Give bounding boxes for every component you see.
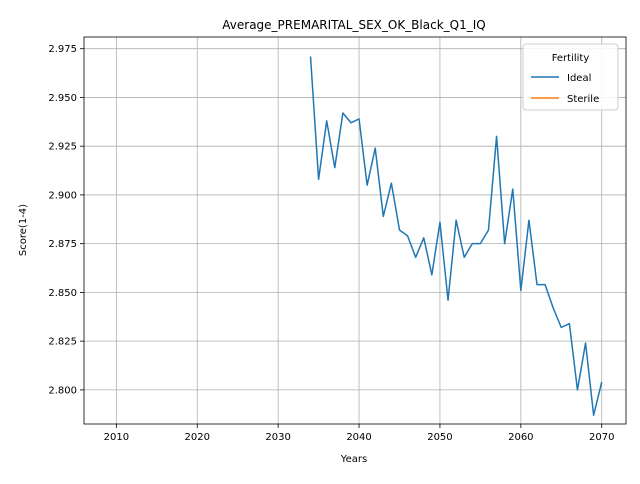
x-axis-label: Years <box>340 454 367 465</box>
grid-lines <box>84 37 626 424</box>
series-line-ideal <box>309 56 603 416</box>
legend-label-sterile: Sterile <box>567 94 599 105</box>
y-axis-label: Score(1-4) <box>18 204 29 256</box>
x-tick-label: 2030 <box>265 432 290 443</box>
y-tick-label: 2.850 <box>48 288 77 299</box>
chart-title: Average_PREMARITAL_SEX_OK_Black_Q1_IQ <box>222 18 485 32</box>
legend-box <box>522 43 619 111</box>
x-axis-ticks: 2010 2020 2030 2040 2050 2060 2070 <box>104 424 614 443</box>
y-tick-label: 2.925 <box>48 142 77 153</box>
x-tick-label: 2070 <box>589 432 614 443</box>
y-tick-label: 2.950 <box>48 93 77 104</box>
y-tick-label: 2.875 <box>48 239 77 250</box>
x-tick-label: 2060 <box>508 432 533 443</box>
y-tick-label: 2.900 <box>48 190 77 201</box>
legend-title: Fertility <box>552 53 590 64</box>
x-tick-label: 2050 <box>427 432 452 443</box>
y-tick-label: 2.800 <box>48 385 77 396</box>
y-tick-label: 2.825 <box>48 337 77 348</box>
legend-label-ideal: Ideal <box>567 73 591 84</box>
x-tick-label: 2010 <box>104 432 129 443</box>
legend: Fertility Ideal Sterile <box>522 43 619 111</box>
y-tick-label: 2.975 <box>48 44 77 55</box>
series-layer <box>309 56 603 416</box>
plot-frame <box>83 36 627 425</box>
x-tick-label: 2020 <box>185 432 210 443</box>
x-tick-label: 2040 <box>346 432 371 443</box>
y-axis-ticks: 2.800 2.825 2.850 2.875 2.900 2.925 2.950 2.975 <box>48 44 84 396</box>
